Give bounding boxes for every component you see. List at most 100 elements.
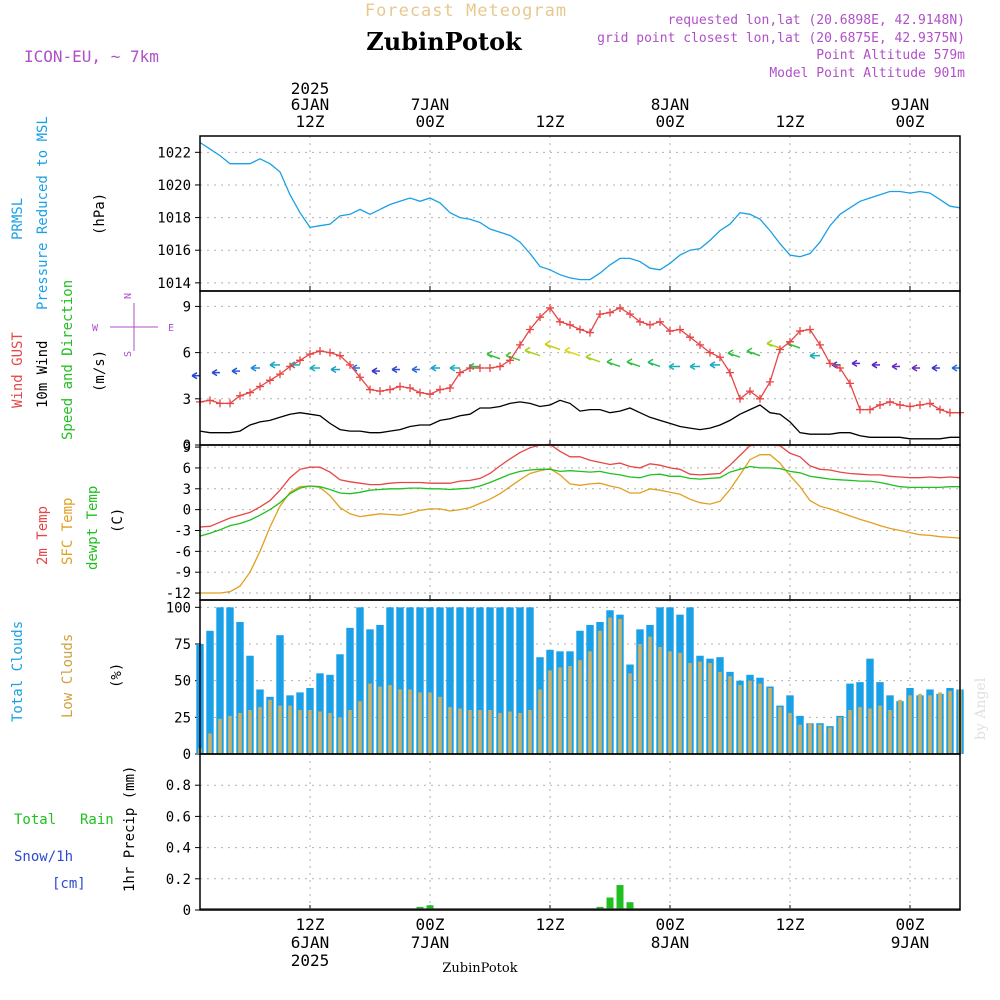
low-cloud-bar-22 xyxy=(418,692,422,754)
total-cloud-bar-16 xyxy=(356,607,364,754)
gust-marker-57 xyxy=(766,377,774,386)
series-line-0 xyxy=(199,141,961,281)
ytick-label-1: 0.2 xyxy=(166,872,191,888)
low-cloud-bar-63 xyxy=(828,727,832,754)
gust-marker-39 xyxy=(586,328,594,337)
gust-marker-23 xyxy=(426,390,434,399)
low-cloud-bar-6 xyxy=(258,707,262,754)
low-cloud-bar-71 xyxy=(908,695,912,754)
wind-arrow-head-4 xyxy=(269,361,276,369)
low-cloud-bar-38 xyxy=(578,660,582,754)
top-time-label-5-line2: 9JAN xyxy=(891,95,930,114)
low-cloud-bar-17 xyxy=(368,683,372,754)
gust-label: Wind GUST xyxy=(10,332,26,408)
precip-bar-41 xyxy=(606,897,614,910)
gust-marker-49 xyxy=(686,333,694,342)
low-cloud-bar-25 xyxy=(448,707,452,754)
ytick-label-7: 9 xyxy=(183,440,191,456)
gust-marker-17 xyxy=(366,385,374,394)
gust-marker-63 xyxy=(826,359,834,368)
low-cloud-bar-46 xyxy=(658,646,662,754)
wind-arrow-head-7 xyxy=(330,365,337,374)
total-cloud-bar-1 xyxy=(206,630,214,754)
wind-arrow-head-25 xyxy=(689,362,696,371)
gust-marker-5 xyxy=(246,388,254,397)
total-cloud-bar-27 xyxy=(466,607,474,754)
low-clouds-label: Low Clouds xyxy=(60,634,76,718)
ytick-label-2: 0.4 xyxy=(166,841,191,857)
gust-marker-69 xyxy=(886,397,894,406)
temp-unit-label: (C) xyxy=(110,508,126,533)
wind-arrow-head-22 xyxy=(626,358,633,366)
gust-marker-20 xyxy=(396,382,404,391)
ytick-label-4: 1022 xyxy=(157,145,191,161)
ytick-label-0: 0 xyxy=(183,747,191,763)
wind-arrow-head-23 xyxy=(647,358,654,366)
gust-marker-46 xyxy=(656,317,664,326)
ytick-label-3: 0.6 xyxy=(166,809,191,825)
total-cloud-bar-23 xyxy=(426,607,434,754)
wind-arrow-head-38 xyxy=(951,364,958,372)
ytick-label-5: 3 xyxy=(183,482,191,498)
low-cloud-bar-51 xyxy=(708,663,712,754)
ytick-label-4: 100 xyxy=(166,600,191,616)
low-cloud-bar-35 xyxy=(548,670,552,754)
wind-arrow-head-28 xyxy=(746,347,753,355)
bottom-time-label-0-line1: 12Z xyxy=(296,915,325,934)
dewpt-label: dewpt Temp xyxy=(85,486,101,570)
low-cloud-bar-36 xyxy=(558,667,562,754)
requested-coordinates: requested lon,lat (20.6898E, 42.9148N) xyxy=(668,13,965,28)
precip-total-label: Total xyxy=(14,812,56,828)
total-cloud-bar-4 xyxy=(236,622,244,754)
low-cloud-bar-10 xyxy=(298,710,302,754)
gust-marker-72 xyxy=(916,400,924,409)
ytick-label-2: -6 xyxy=(174,544,191,560)
precip-cm-label: [cm] xyxy=(52,876,86,892)
low-cloud-bar-69 xyxy=(888,710,892,754)
low-cloud-bar-28 xyxy=(478,710,482,754)
compass-e: E xyxy=(168,323,174,334)
wind-arrow-head-35 xyxy=(891,362,898,371)
low-cloud-bar-32 xyxy=(518,712,522,754)
wind-arrow-head-10 xyxy=(391,365,398,374)
wind-arrow-head-0 xyxy=(191,372,198,380)
gust-marker-75 xyxy=(946,408,954,417)
gust-marker-24 xyxy=(436,385,444,394)
low-cloud-bar-44 xyxy=(638,644,642,754)
series-line-2 xyxy=(199,465,960,537)
wind-arrow-head-11 xyxy=(411,365,418,374)
ytick-label-3: 1020 xyxy=(157,178,191,194)
low-cloud-bar-5 xyxy=(248,710,252,754)
gust-marker-11 xyxy=(306,350,314,359)
top-time-label-0-line1: 2025 xyxy=(291,79,330,98)
top-time-label-2-line3: 12Z xyxy=(536,112,565,131)
prmsl-label: PRMSL xyxy=(10,198,26,240)
bottom-time-label-0-line3: 2025 xyxy=(291,951,330,970)
top-time-label-0-line3: 12Z xyxy=(296,112,325,131)
bottom-time-label-3-line1: 00Z xyxy=(656,915,685,934)
low-cloud-bar-1 xyxy=(208,733,212,754)
total-cloud-bar-21 xyxy=(406,607,414,754)
low-cloud-bar-57 xyxy=(768,688,772,754)
footer-location: ZubinPotok xyxy=(442,961,517,976)
total-cloud-bar-32 xyxy=(516,607,524,754)
gust-marker-28 xyxy=(476,364,484,372)
low-cloud-bar-50 xyxy=(698,661,702,754)
ytick-label-1: 1016 xyxy=(157,243,191,259)
low-cloud-bar-67 xyxy=(868,708,872,754)
low-cloud-bar-74 xyxy=(938,692,942,754)
low-cloud-bar-33 xyxy=(528,710,532,754)
bottom-time-label-1-line2: 7JAN xyxy=(411,933,450,952)
gust-marker-29 xyxy=(486,364,494,372)
gust-marker-7 xyxy=(266,376,274,385)
low-cloud-bar-8 xyxy=(278,705,282,754)
gust-marker-70 xyxy=(896,400,904,409)
low-cloud-bar-68 xyxy=(878,705,882,754)
precip-panel: Total Rain Snow/1h [cm] 1hr Precip (mm) … xyxy=(14,753,961,919)
wind-arrow-head-29 xyxy=(766,339,773,348)
total-cloud-bar-67 xyxy=(866,658,874,754)
low-cloud-bar-27 xyxy=(468,710,472,754)
low-cloud-bar-7 xyxy=(268,699,272,754)
total-cloud-bar-8 xyxy=(276,635,284,754)
